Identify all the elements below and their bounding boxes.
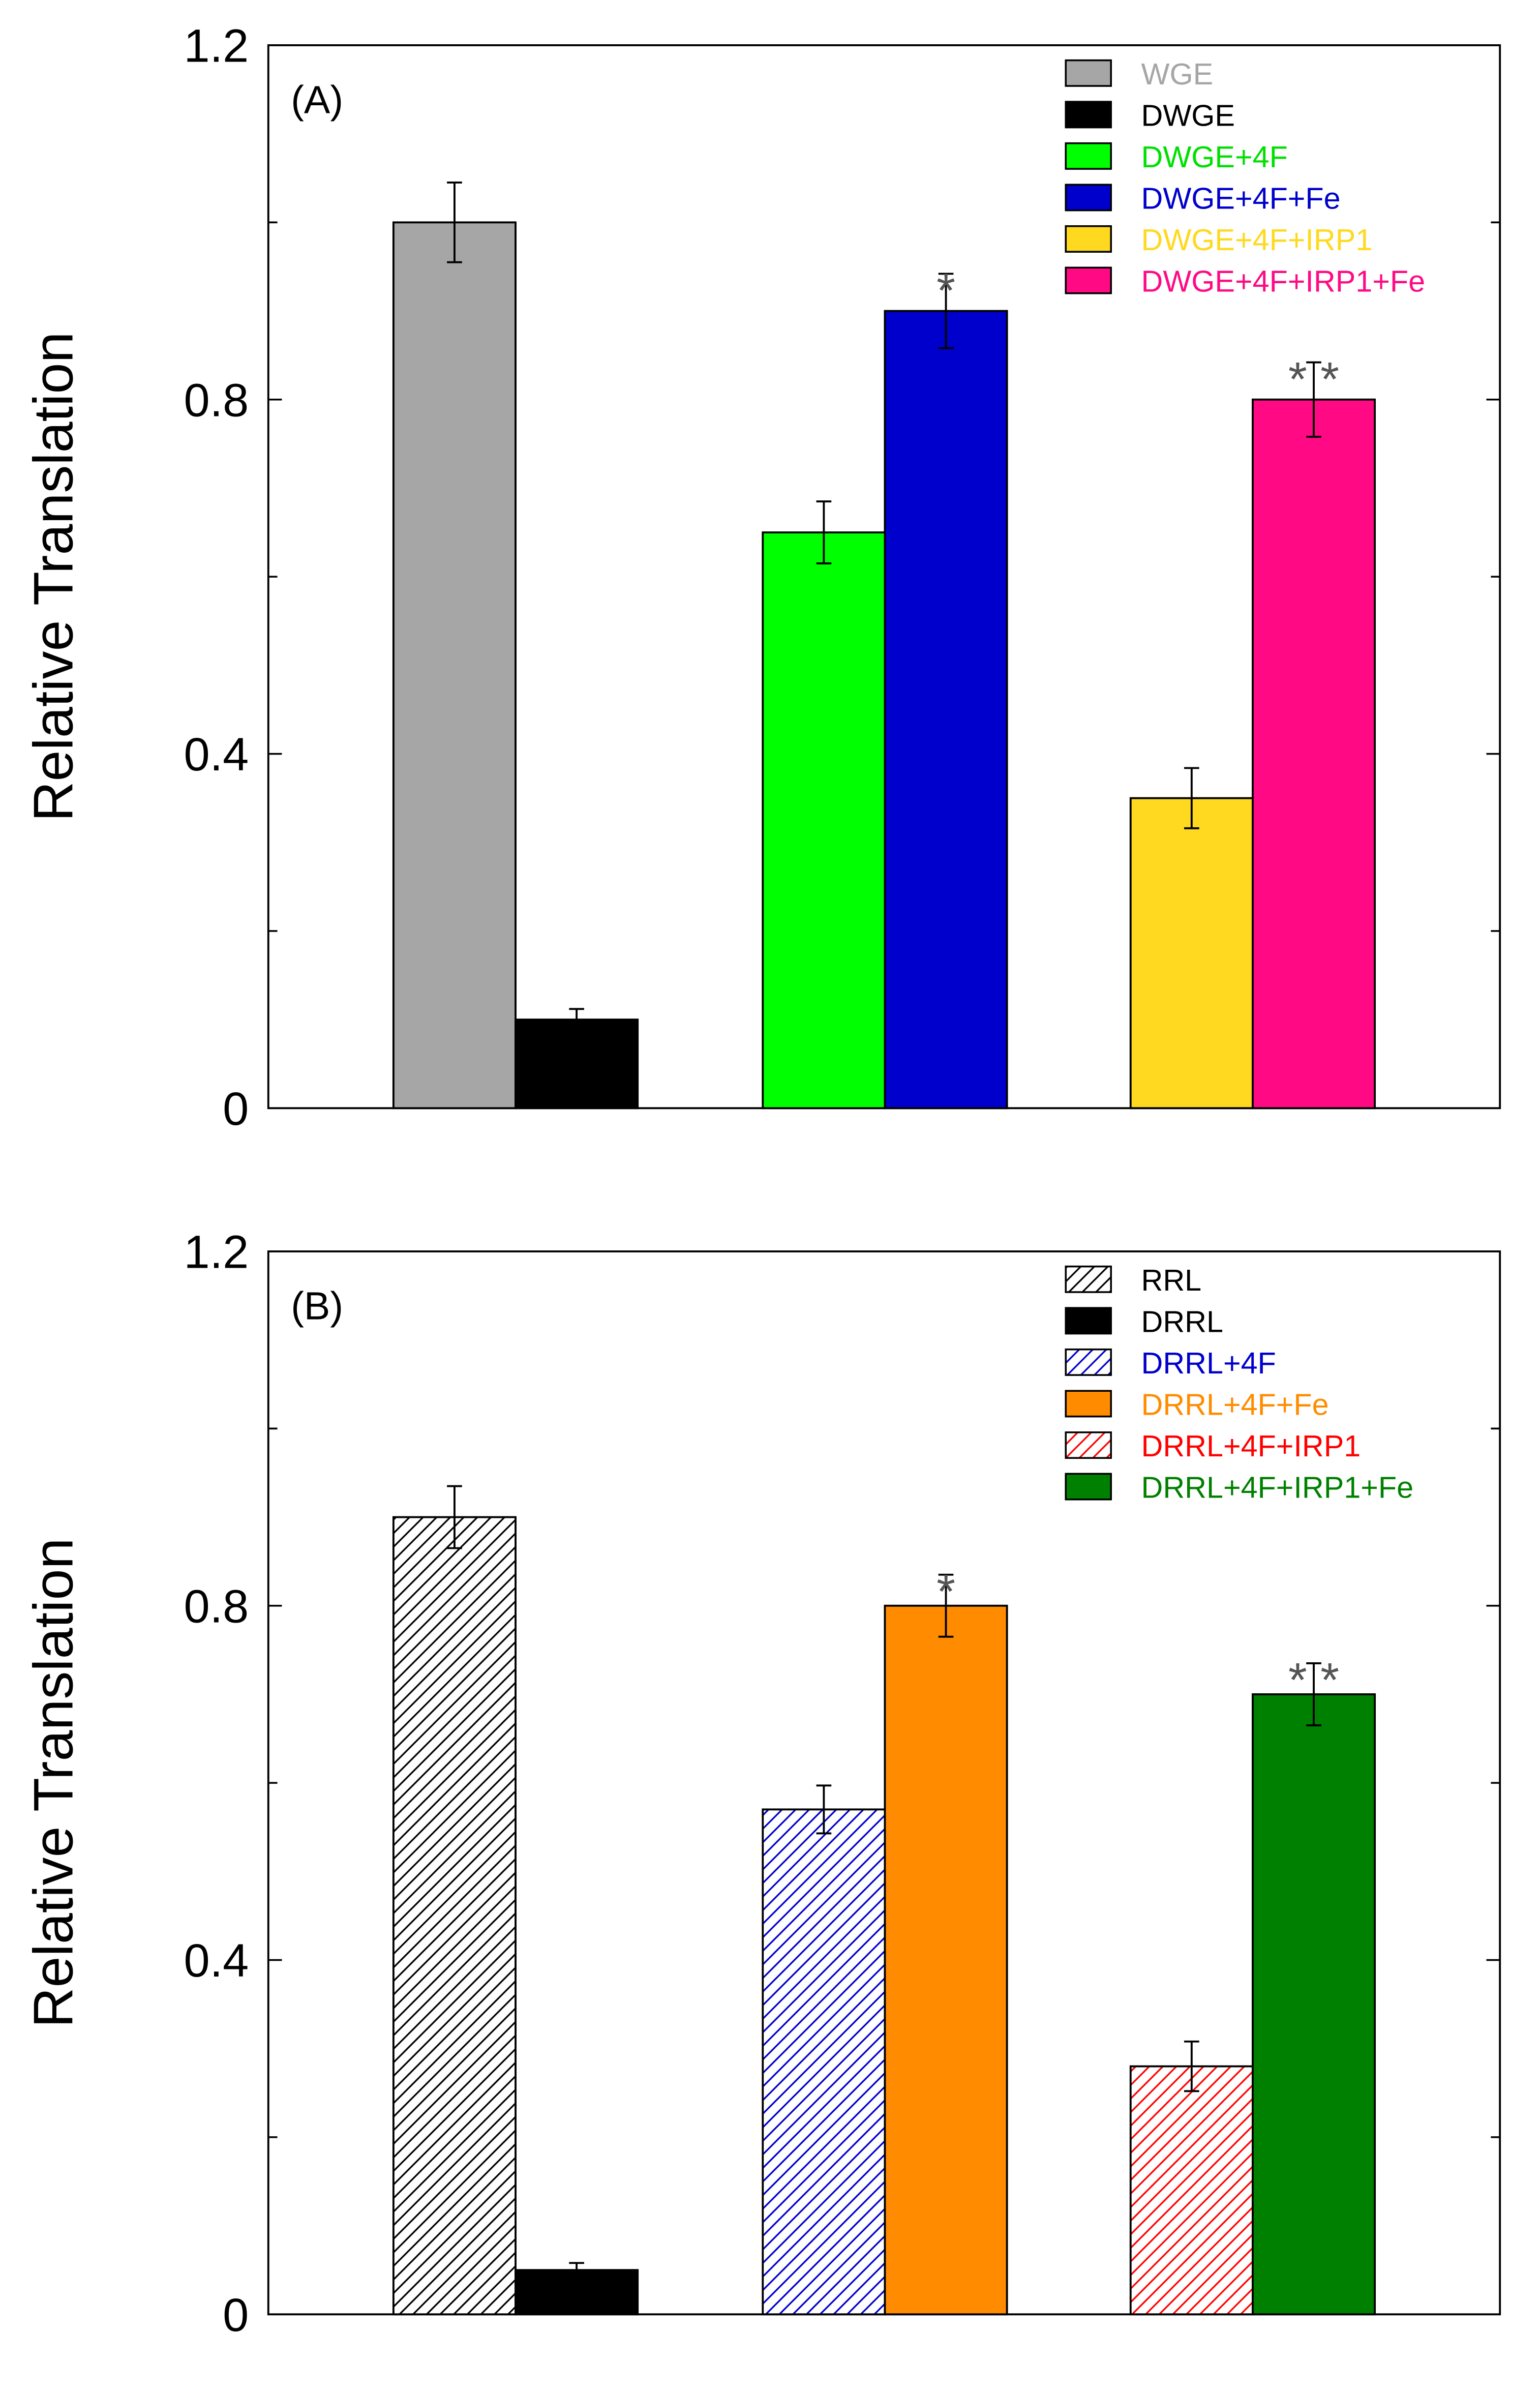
y-tick-label: 0 [223,1083,249,1135]
legend-swatch-dwge-4f-fe [1065,184,1112,212]
chart-panel-b: 0 0.4 0.8 1.2 Relative Translation (B) * * * RRL… [22,1227,1501,2341]
legend-label-drrl-4f-fe: DRRL+4F+Fe [1141,1388,1329,1422]
legend-swatch-drrl-4f-irp1 [1065,1431,1112,1459]
legend-label-dwge: DWGE [1141,99,1235,133]
y-tick-label: 1.2 [184,20,249,72]
significance-marker: * * [1288,352,1339,406]
legend-swatch-dwge-4f [1065,142,1112,170]
legend-label-drrl-4f-irp1-fe: DRRL+4F+IRP1+Fe [1141,1471,1414,1505]
error-bar-drrl-4f-irp1-fe [1306,1662,1321,1726]
panel-label: (B) [291,1284,343,1328]
bar-dwge-4f-irp1 [1129,797,1254,1110]
bar-wge [392,221,517,1110]
legend-swatch-drrl-4f-fe [1065,1390,1112,1418]
legend: WGE DWGE DWGE+4F DWGE+4F+Fe DWGE+4F+IRP1 DWGE… [1065,57,1426,298]
legend-swatch-wge [1065,59,1112,87]
error-bar-dwge [569,1008,584,1031]
significance-marker: * * [1288,1653,1339,1707]
bar-dwge-4f-fe [884,310,1008,1110]
significance-marker: * [937,1565,955,1619]
error-bar-drrl-4f-irp1 [1184,2040,1199,2092]
error-bar-dwge-4f-irp1 [1184,767,1199,829]
error-bar-drrl [569,2262,584,2279]
legend-swatch-drrl [1065,1307,1112,1335]
legend-swatch-rrl [1065,1265,1112,1293]
y-tick-label: 0.8 [184,374,249,426]
error-bar-rrl [447,1485,462,1549]
chart-panel-a: 0 0.4 0.8 1.2 Relative Translation (A) * * * WGE… [22,20,1501,1135]
legend-label-dwge-4f: DWGE+4F [1141,140,1288,174]
legend-swatch-dwge [1065,101,1112,129]
legend: RRL DRRL DRRL+4F DRRL+4F+Fe DRRL+4F+IRP1 DRRL… [1065,1263,1414,1505]
error-bar-dwge-4f-fe [938,273,954,349]
y-axis-label: Relative Translation [22,332,84,821]
error-bar-drrl-4f [816,1784,832,1835]
legend-swatch-dwge-4f-irp1 [1065,225,1112,253]
bar-drrl-4f-irp1-fe [1251,1693,1376,2316]
legend-label-dwge-4f-irp1: DWGE+4F+IRP1 [1141,223,1373,257]
bar-drrl-4f-irp1 [1129,2065,1254,2316]
legend-label-dwge-4f-irp1-fe: DWGE+4F+IRP1+Fe [1141,264,1426,298]
bar-dwge-4f-irp1-fe [1251,398,1376,1110]
bar-drrl-4f-fe [884,1604,1008,2316]
y-axis-label: Relative Translation [22,1538,84,2027]
bar-rrl [392,1516,517,2316]
error-bar-wge [447,182,462,263]
y-tick-label: 0 [223,2289,249,2341]
error-bar-dwge-4f-irp1-fe [1306,361,1321,438]
error-bar-dwge-4f [816,500,832,564]
panel-label: (A) [291,78,343,122]
y-tick-label: 0.4 [184,1935,249,1987]
y-tick-label: 0.4 [184,729,249,781]
legend-swatch-dwge-4f-irp1-fe [1065,266,1112,294]
legend-label-rrl: RRL [1141,1263,1202,1297]
error-bar-drrl-4f-fe [938,1573,954,1638]
legend-label-dwge-4f-fe: DWGE+4F+Fe [1141,182,1341,216]
legend-label-drrl: DRRL [1141,1305,1223,1339]
legend-swatch-drrl-4f-irp1-fe [1065,1473,1112,1501]
bar-dwge-4f [762,531,886,1110]
legend-label-wge: WGE [1141,57,1214,91]
y-tick-label: 1.2 [184,1227,249,1278]
legend-swatch-drrl-4f [1065,1348,1112,1376]
legend-label-drrl-4f: DRRL+4F [1141,1346,1276,1380]
bar-dwge [515,1019,639,1110]
legend-label-drrl-4f-irp1: DRRL+4F+IRP1 [1141,1429,1361,1463]
significance-marker: * [937,264,955,318]
bar-drrl-4f [762,1808,886,2316]
y-tick-label: 0.8 [184,1580,249,1632]
